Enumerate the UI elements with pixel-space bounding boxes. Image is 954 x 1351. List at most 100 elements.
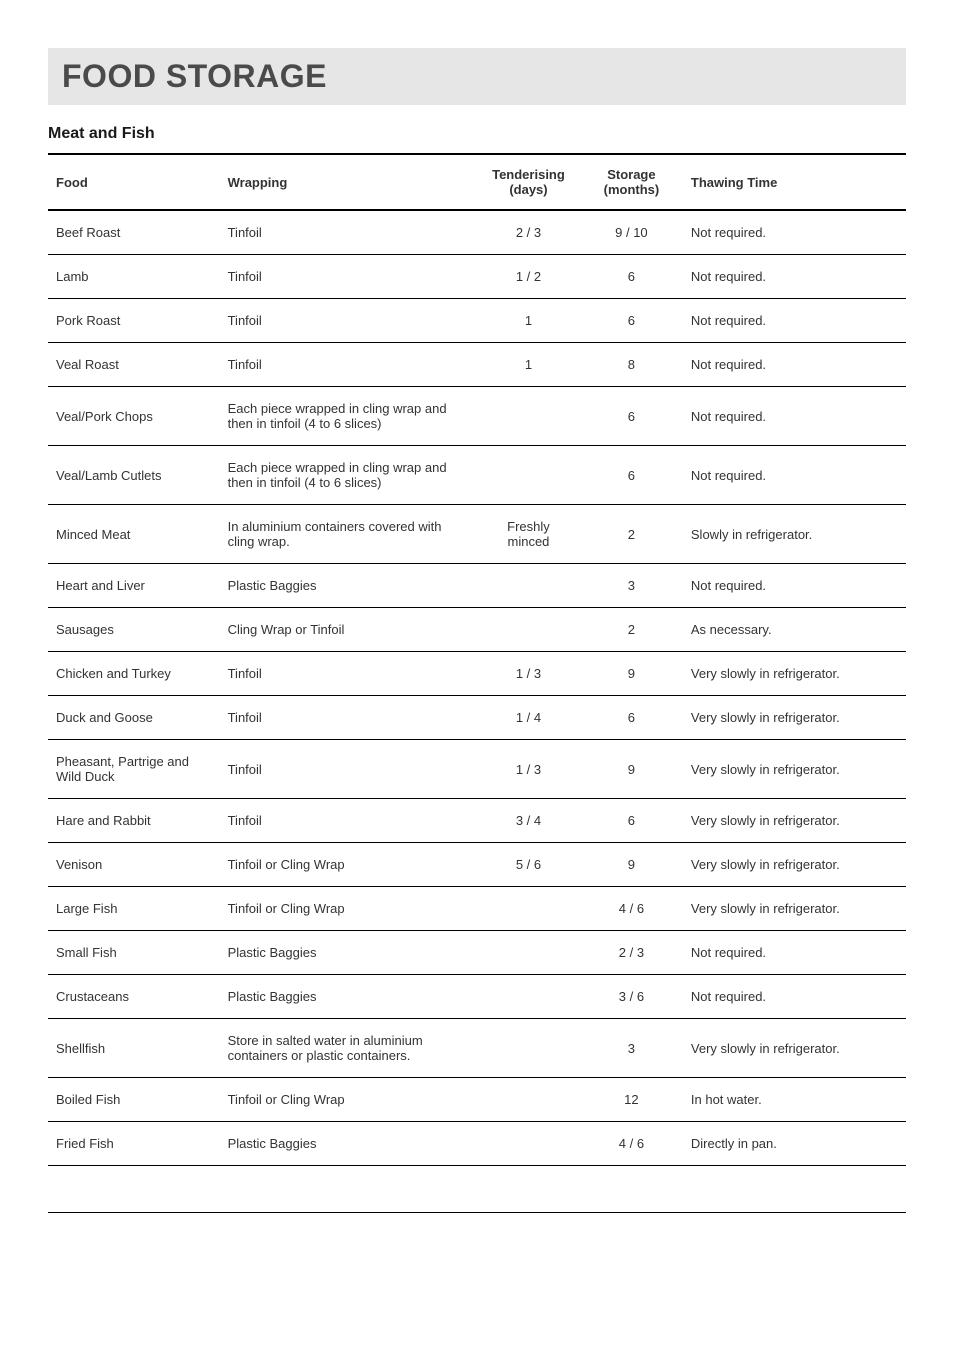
col-head-storage: Storage (months) xyxy=(580,154,683,210)
cell-food: Heart and Liver xyxy=(48,564,220,608)
table-row: Veal/Lamb CutletsEach piece wrapped in c… xyxy=(48,446,906,505)
title-bar: FOOD STORAGE xyxy=(48,48,906,105)
col-head-thawing: Thawing Time xyxy=(683,154,906,210)
cell-food: Boiled Fish xyxy=(48,1078,220,1122)
cell-tenderising: 1 xyxy=(477,299,580,343)
cell-food: Veal/Lamb Cutlets xyxy=(48,446,220,505)
footer-divider xyxy=(48,1212,906,1213)
cell-storage: 9 xyxy=(580,740,683,799)
table-row: Large FishTinfoil or Cling Wrap4 / 6Very… xyxy=(48,887,906,931)
cell-storage: 6 xyxy=(580,387,683,446)
cell-storage: 6 xyxy=(580,799,683,843)
table-row: Chicken and TurkeyTinfoil1 / 39Very slow… xyxy=(48,652,906,696)
table-body: Beef RoastTinfoil2 / 39 / 10Not required… xyxy=(48,210,906,1166)
cell-storage: 2 / 3 xyxy=(580,931,683,975)
cell-storage: 6 xyxy=(580,446,683,505)
cell-storage: 8 xyxy=(580,343,683,387)
cell-food: Veal Roast xyxy=(48,343,220,387)
cell-tenderising xyxy=(477,564,580,608)
cell-storage: 3 xyxy=(580,1019,683,1078)
table-row: Small FishPlastic Baggies 2 / 3Not requir… xyxy=(48,931,906,975)
cell-food: Chicken and Turkey xyxy=(48,652,220,696)
cell-wrapping: Plastic Baggies xyxy=(220,1122,477,1166)
cell-wrapping: Tinfoil xyxy=(220,299,477,343)
cell-storage: 9 / 10 xyxy=(580,210,683,255)
cell-thawing: Very slowly in refrigerator. xyxy=(683,652,906,696)
cell-thawing: Not required. xyxy=(683,210,906,255)
cell-wrapping: Tinfoil xyxy=(220,696,477,740)
cell-thawing: Very slowly in refrigerator. xyxy=(683,1019,906,1078)
table-row: Minced MeatIn aluminium containers cover… xyxy=(48,505,906,564)
cell-wrapping: Tinfoil xyxy=(220,799,477,843)
cell-food: Pork Roast xyxy=(48,299,220,343)
cell-wrapping: Plastic Baggies xyxy=(220,564,477,608)
cell-food: Sausages xyxy=(48,608,220,652)
cell-food: Beef Roast xyxy=(48,210,220,255)
cell-food: Minced Meat xyxy=(48,505,220,564)
table-row: Veal/Pork ChopsEach piece wrapped in cli… xyxy=(48,387,906,446)
table-row: ShellfishStore in salted water in alumin… xyxy=(48,1019,906,1078)
table-row: VenisonTinfoil or Cling Wrap5 / 69Very s… xyxy=(48,843,906,887)
cell-tenderising: 1 / 4 xyxy=(477,696,580,740)
cell-wrapping: Store in salted water in aluminium conta… xyxy=(220,1019,477,1078)
cell-storage: 6 xyxy=(580,255,683,299)
cell-thawing: Very slowly in refrigerator. xyxy=(683,696,906,740)
cell-tenderising xyxy=(477,887,580,931)
cell-storage: 3 / 6 xyxy=(580,975,683,1019)
cell-food: Venison xyxy=(48,843,220,887)
cell-tenderising: 1 / 3 xyxy=(477,740,580,799)
cell-tenderising xyxy=(477,975,580,1019)
cell-food: Duck and Goose xyxy=(48,696,220,740)
table-row: Heart and LiverPlastic Baggies 3Not requi… xyxy=(48,564,906,608)
cell-food: Large Fish xyxy=(48,887,220,931)
cell-wrapping: Tinfoil xyxy=(220,255,477,299)
cell-storage: 3 xyxy=(580,564,683,608)
table-row: Fried FishPlastic Baggies4 / 6Directly i… xyxy=(48,1122,906,1166)
col-head-tenderising: Tenderising (days) xyxy=(477,154,580,210)
cell-wrapping: Tinfoil or Cling Wrap xyxy=(220,1078,477,1122)
table-row: Pheasant, Partrige and Wild DuckTinfoil1… xyxy=(48,740,906,799)
cell-tenderising xyxy=(477,1078,580,1122)
cell-wrapping: Tinfoil or Cling Wrap xyxy=(220,843,477,887)
cell-food: Veal/Pork Chops xyxy=(48,387,220,446)
cell-thawing: Slowly in refrigerator. xyxy=(683,505,906,564)
cell-wrapping: Tinfoil xyxy=(220,210,477,255)
table-row: CrustaceansPlastic Baggies3 / 6Not requi… xyxy=(48,975,906,1019)
cell-thawing: As necessary. xyxy=(683,608,906,652)
cell-storage: 4 / 6 xyxy=(580,887,683,931)
cell-wrapping: Each piece wrapped in cling wrap and the… xyxy=(220,387,477,446)
cell-thawing: Not required. xyxy=(683,564,906,608)
cell-tenderising xyxy=(477,1019,580,1078)
cell-storage: 9 xyxy=(580,843,683,887)
cell-food: Lamb xyxy=(48,255,220,299)
cell-tenderising xyxy=(477,931,580,975)
section-subtitle: Meat and Fish xyxy=(48,125,906,143)
cell-storage: 12 xyxy=(580,1078,683,1122)
cell-thawing: Not required. xyxy=(683,387,906,446)
table-row: Pork RoastTinfoil16Not required. xyxy=(48,299,906,343)
cell-tenderising xyxy=(477,608,580,652)
cell-storage: 9 xyxy=(580,652,683,696)
cell-wrapping: Tinfoil or Cling Wrap xyxy=(220,887,477,931)
cell-storage: 2 xyxy=(580,608,683,652)
cell-tenderising xyxy=(477,446,580,505)
table-row: LambTinfoil1 / 26Not required. xyxy=(48,255,906,299)
table-row: Veal RoastTinfoil18Not required. xyxy=(48,343,906,387)
cell-tenderising: Freshly minced xyxy=(477,505,580,564)
cell-tenderising: 2 / 3 xyxy=(477,210,580,255)
cell-thawing: Not required. xyxy=(683,446,906,505)
cell-wrapping: Plastic Baggies xyxy=(220,931,477,975)
cell-food: Shellfish xyxy=(48,1019,220,1078)
cell-wrapping: Cling Wrap or Tinfoil xyxy=(220,608,477,652)
table-header-row: Food Wrapping Tenderising (days) Storage… xyxy=(48,154,906,210)
cell-food: Small Fish xyxy=(48,931,220,975)
table-row: Beef RoastTinfoil2 / 39 / 10Not required… xyxy=(48,210,906,255)
cell-food: Fried Fish xyxy=(48,1122,220,1166)
cell-tenderising: 1 / 3 xyxy=(477,652,580,696)
cell-tenderising: 1 / 2 xyxy=(477,255,580,299)
cell-thawing: Not required. xyxy=(683,931,906,975)
cell-storage: 4 / 6 xyxy=(580,1122,683,1166)
cell-tenderising xyxy=(477,387,580,446)
cell-tenderising xyxy=(477,1122,580,1166)
cell-thawing: Very slowly in refrigerator. xyxy=(683,799,906,843)
